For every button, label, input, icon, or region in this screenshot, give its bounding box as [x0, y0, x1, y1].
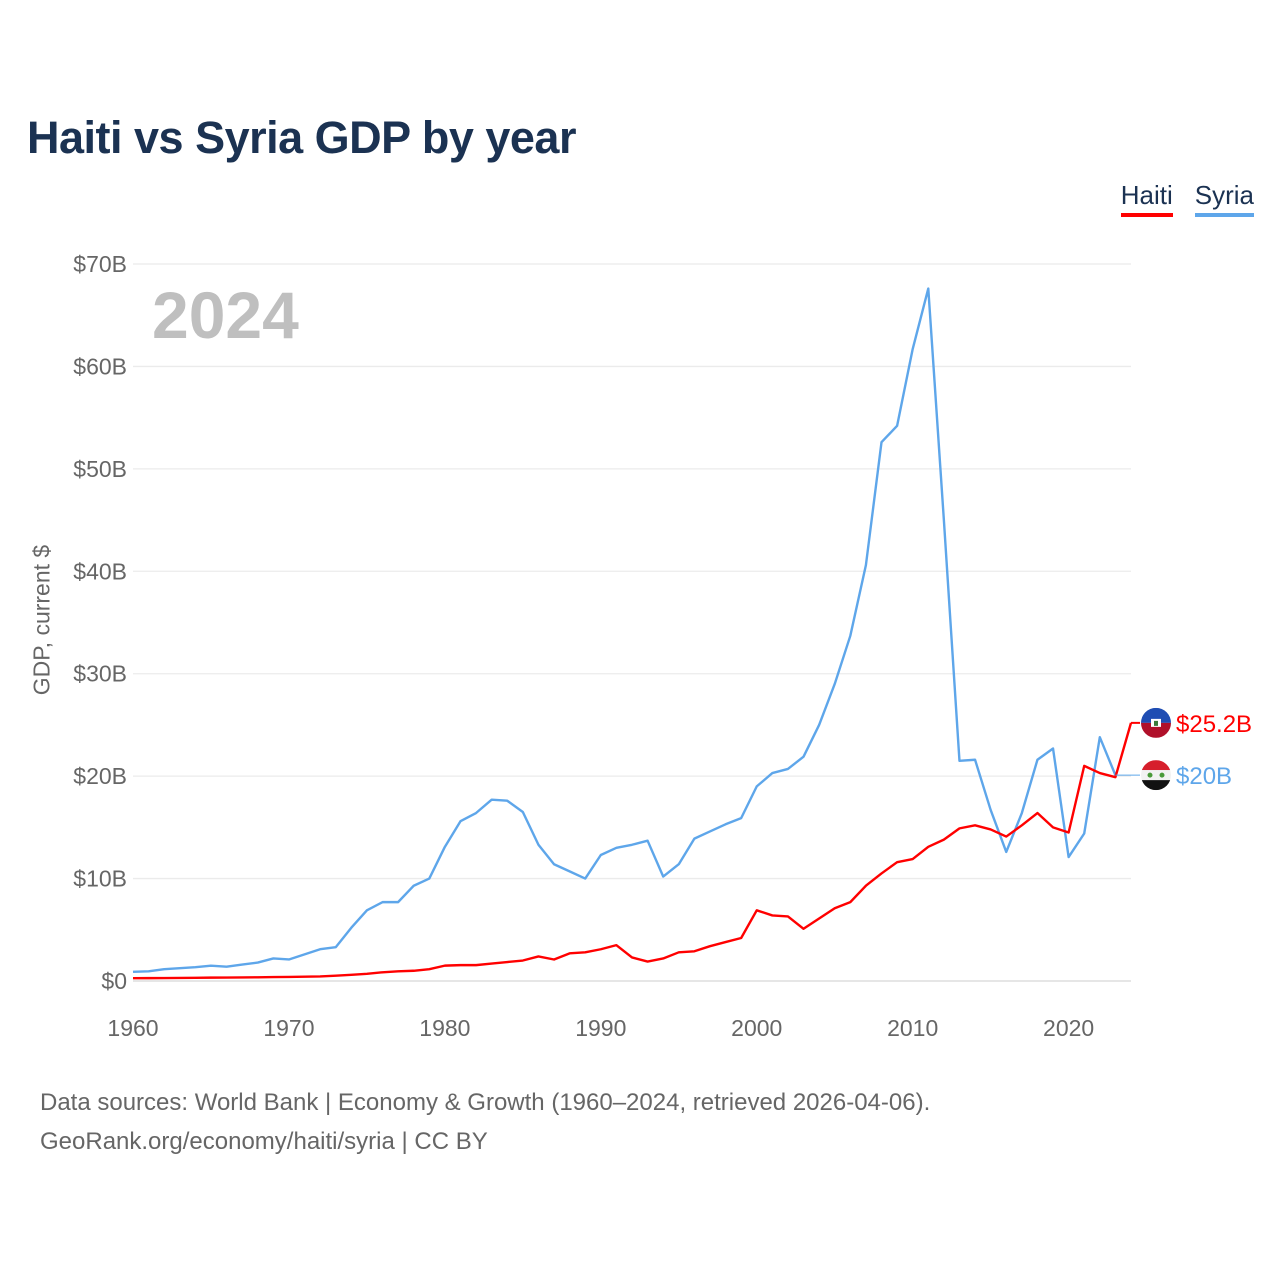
- source-line-2[interactable]: GeoRank.org/economy/haiti/syria | CC BY: [40, 1128, 488, 1155]
- series-line-haiti: [132, 722, 1133, 980]
- x-tick-label: 2020: [1043, 1015, 1094, 1041]
- y-tick-label: $30B: [73, 661, 127, 687]
- x-tick-label: 2010: [887, 1015, 938, 1041]
- chart-title: Haiti vs Syria GDP by year: [27, 112, 576, 163]
- y-tick-label: $60B: [73, 353, 127, 379]
- footer-source: Data sources: World Bank | Economy & Gro…: [40, 1083, 930, 1161]
- source-line-1: Data sources: World Bank | Economy & Gro…: [40, 1089, 931, 1116]
- syria-flag-icon: [1141, 760, 1171, 791]
- series-line-syria: [132, 287, 1117, 973]
- end-value-label-haiti: $25.2B: [1176, 711, 1252, 738]
- year-watermark: 2024: [152, 278, 299, 352]
- y-tick-label: $40B: [73, 558, 127, 584]
- y-tick-label: $20B: [73, 763, 127, 789]
- x-tick-label: 2000: [731, 1015, 782, 1041]
- x-tick-label: 1980: [419, 1015, 470, 1041]
- x-tick-label: 1960: [107, 1015, 158, 1041]
- legend-item-syria[interactable]: Syria: [1194, 180, 1254, 217]
- haiti-flag-icon: [1141, 707, 1171, 738]
- legend: Haiti Syria: [1120, 180, 1254, 217]
- y-tick-label: $50B: [73, 456, 127, 482]
- legend-item-haiti[interactable]: Haiti: [1120, 180, 1173, 217]
- y-tick-label: $70B: [73, 251, 127, 277]
- x-tick-label: 1970: [263, 1015, 314, 1041]
- end-value-label-syria: $20B: [1176, 763, 1232, 790]
- y-tick-label: $10B: [73, 866, 127, 892]
- x-tick-label: 1990: [575, 1015, 626, 1041]
- y-tick-label: $0: [101, 968, 127, 994]
